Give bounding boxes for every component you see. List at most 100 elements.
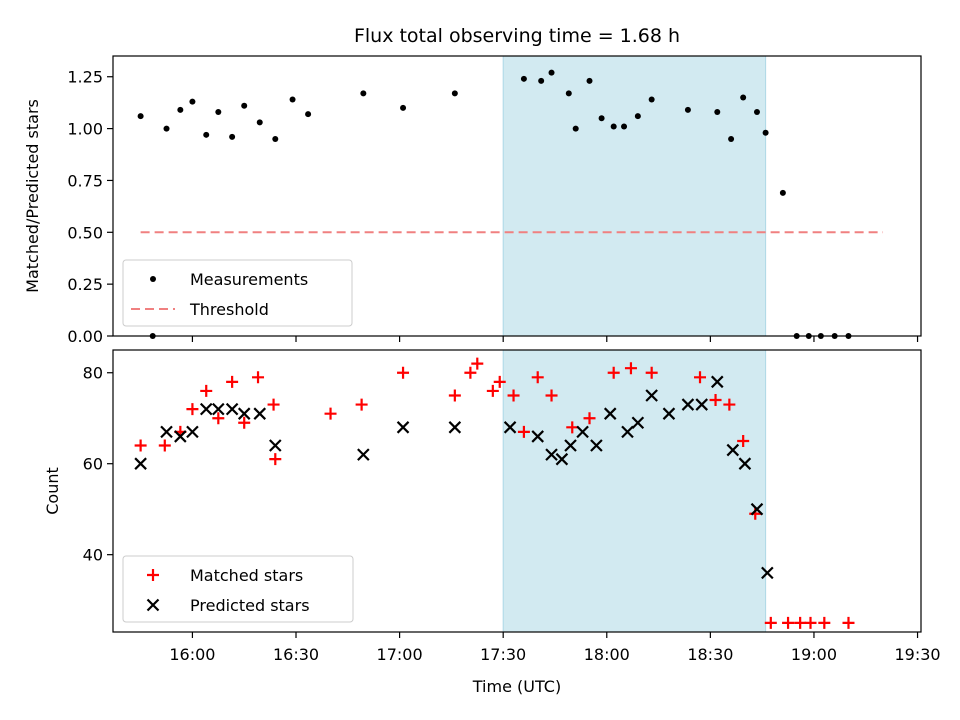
x-tick-label: 17:30 — [480, 645, 526, 664]
data-point — [267, 398, 280, 411]
data-point — [186, 425, 199, 439]
data-point — [728, 135, 735, 142]
legend-label: Matched stars — [190, 566, 303, 585]
data-point — [134, 439, 147, 452]
data-point — [750, 502, 764, 516]
data-point — [694, 371, 707, 384]
data-point — [448, 421, 462, 434]
plot-frame-bottom — [112, 349, 922, 633]
data-point — [212, 412, 225, 425]
series-bottom-0 — [134, 357, 855, 629]
data-point — [237, 407, 251, 420]
data-point — [738, 457, 752, 470]
x-tick-label: 19:30 — [894, 645, 940, 664]
data-point — [305, 111, 312, 118]
data-point — [565, 90, 572, 97]
data-point — [740, 94, 747, 101]
data-point — [648, 96, 655, 103]
chart-title: Flux total observing time = 1.68 h — [354, 25, 680, 47]
data-point — [238, 416, 251, 429]
data-point — [226, 375, 239, 388]
data-point — [451, 90, 458, 97]
x-tick-label: 16:00 — [169, 645, 215, 664]
data-point — [252, 371, 265, 384]
data-point — [764, 616, 777, 629]
x-tick-label: 16:30 — [273, 645, 319, 664]
data-point — [269, 439, 282, 452]
data-point — [229, 133, 236, 140]
data-point — [520, 75, 527, 82]
legend-top: Measurements Threshold — [122, 259, 353, 327]
data-point — [215, 109, 222, 115]
legend-label: Threshold — [189, 300, 269, 319]
legend-label: Measurements — [190, 270, 308, 289]
y-tick-label: 1.25 — [67, 68, 103, 87]
legend-box — [122, 555, 354, 623]
data-point — [357, 448, 370, 461]
data-point — [464, 366, 477, 379]
data-point — [598, 115, 605, 122]
data-point — [726, 443, 740, 457]
legend-bottom: Matched stars Predicted stars — [122, 555, 354, 623]
data-point — [186, 403, 199, 416]
y-tick-label: 80 — [83, 364, 103, 383]
data-point — [583, 412, 596, 425]
data-point — [645, 366, 658, 379]
legend-marker — [150, 276, 156, 282]
data-point — [761, 566, 774, 580]
data-point — [710, 375, 724, 389]
y-tick-label: 1.00 — [67, 120, 103, 139]
data-point — [396, 421, 410, 434]
data-point — [621, 123, 628, 130]
data-point — [709, 394, 722, 407]
data-point — [289, 96, 296, 103]
data-point — [762, 129, 769, 136]
data-point — [137, 113, 144, 120]
data-point — [737, 434, 750, 447]
data-point — [548, 69, 555, 76]
data-point — [241, 102, 248, 109]
data-point — [448, 389, 461, 402]
data-point — [360, 90, 367, 97]
y-tick-label: 0.75 — [67, 171, 103, 190]
data-point — [471, 357, 484, 370]
data-point — [634, 113, 641, 120]
x-tick-label: 17:00 — [377, 645, 423, 664]
data-point — [684, 106, 691, 113]
legend-box — [122, 259, 353, 327]
data-point — [818, 616, 831, 629]
observing-span-bottom — [502, 349, 767, 633]
y-tick-label: 60 — [83, 455, 103, 474]
series-bottom-1 — [134, 375, 774, 580]
data-point — [174, 430, 187, 443]
data-point — [610, 123, 617, 130]
x-tick-label: 19:00 — [791, 645, 837, 664]
data-point — [842, 616, 855, 629]
data-point — [586, 77, 593, 84]
x-tick-label: 18:00 — [584, 645, 630, 664]
y-tick-label: 0.25 — [67, 275, 103, 294]
legend-marker — [147, 569, 159, 581]
data-point — [134, 457, 147, 470]
data-point — [324, 407, 337, 420]
y-tick-label: 40 — [83, 546, 103, 565]
legend-label: Predicted stars — [190, 596, 310, 615]
data-point — [695, 398, 709, 411]
data-point — [576, 425, 589, 439]
data-point — [782, 616, 795, 629]
data-point — [753, 109, 760, 115]
data-point — [590, 439, 603, 452]
data-point — [607, 366, 620, 379]
data-point — [545, 389, 558, 402]
data-point — [493, 375, 506, 388]
data-point — [681, 398, 695, 411]
data-point — [662, 407, 676, 420]
y-tick-label: 0.50 — [67, 223, 103, 242]
data-point — [256, 119, 263, 126]
data-point — [779, 189, 786, 196]
legend-marker — [146, 598, 160, 612]
observing-span-top — [502, 55, 767, 337]
data-point — [355, 398, 368, 411]
data-point — [158, 439, 171, 452]
